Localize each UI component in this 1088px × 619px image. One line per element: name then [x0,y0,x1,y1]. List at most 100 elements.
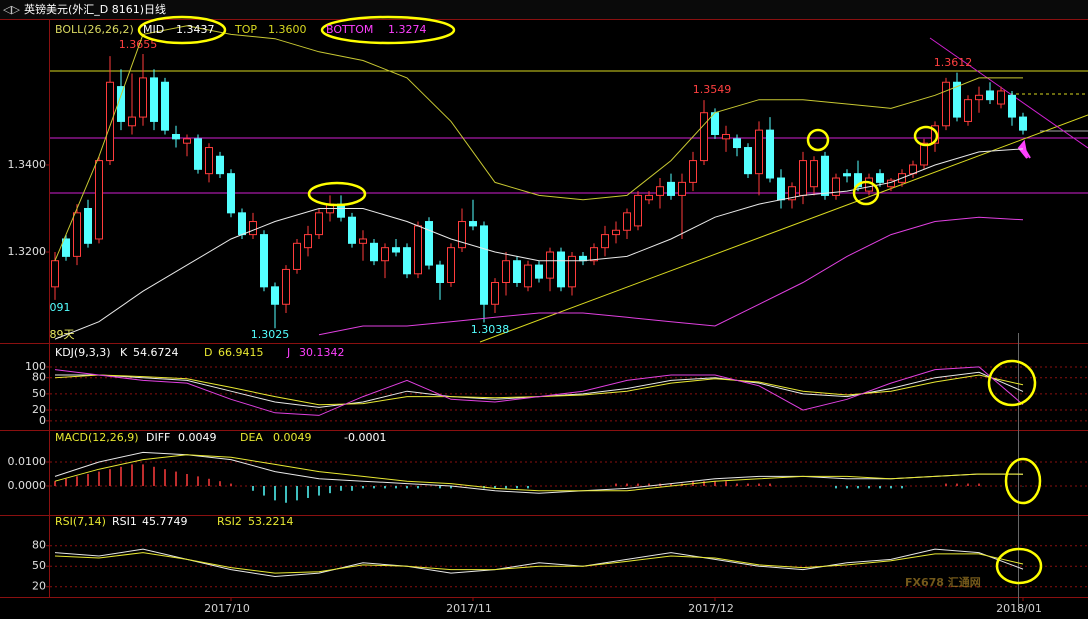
candle-body [821,155,829,196]
candle-body [667,181,675,196]
candle-body [249,221,257,236]
candle-body [733,138,741,149]
candle-body [568,255,576,288]
arrow [1017,139,1031,159]
readout-value: 45.7749 [142,515,188,528]
candle-body [139,77,147,118]
candle-body [238,212,246,236]
candle-body [282,268,290,305]
candle-body [612,229,620,236]
annotation: 1.3025 [251,328,290,341]
annotation: 1.3038 [471,323,510,336]
candle-body [381,247,389,262]
readout-value: 53.2214 [248,515,294,528]
highlight [137,15,227,45]
candle-body [799,160,807,196]
readout-value: 1.3274 [388,23,427,36]
candle-body [392,247,400,253]
candle-body [106,81,114,162]
readout-label: DIFF [146,431,170,444]
readout-label: J [286,346,290,359]
nav-icon[interactable]: ◁▷ [3,3,20,16]
candle-body [931,125,939,144]
candle-body [150,77,158,122]
x-tick-label: 2017/10 [204,602,250,615]
candle-body [293,242,301,270]
candle-body [601,234,609,249]
candle-body [777,177,785,201]
candle-body [623,212,631,231]
candle-body [260,234,268,288]
candle-body [84,207,92,244]
y-tick-label: 0.0000 [8,479,47,492]
y-tick-label: 80 [32,371,46,384]
candle-body [227,173,235,214]
candle-body [161,81,169,131]
candle-body [810,160,818,188]
readout-label: RSI2 [217,515,242,528]
highlight [806,128,830,152]
highlight [320,15,456,45]
readout-value: 66.9415 [218,346,264,359]
marks: 1.3200 1.3400 2017/10 2017/11 2017/12 2018/01… [8,25,1088,615]
y-tick-label: 50 [32,387,46,400]
indicator-line [54,552,1024,574]
candle-body [678,181,686,196]
y-tick-label: 20 [32,580,46,593]
candle-body [172,133,180,140]
readout-value: 0.0049 [273,431,312,444]
candle-body [414,225,422,275]
readout-value: 30.1342 [299,346,345,359]
y-tick-label: 1.3400 [8,158,47,171]
candle-body [788,186,796,201]
indicator-line [318,216,1024,336]
candle-body [634,194,642,227]
candle-body [975,94,983,101]
candle-body [480,225,488,305]
indicator-line [54,548,1024,578]
readout-value: 1.3437 [176,23,215,36]
candle-body [854,173,862,188]
readout-label: TOP [234,23,257,36]
title-bar [0,0,1088,19]
candle-body [491,281,499,305]
candle-body [271,286,279,305]
y-tick-label: 0 [39,414,46,427]
highlight [307,181,367,207]
candle-body [348,216,356,244]
candle-body [722,133,730,140]
candle-body [997,90,1005,105]
candle-body [469,221,477,227]
readout-value: 1.3600 [268,23,307,36]
candle-body [557,251,565,288]
panel-borders [0,19,1088,598]
y-tick-label: 50 [32,559,46,572]
annotation: 091 [50,301,71,314]
candle-body [920,142,928,166]
candle-body [986,90,994,101]
y-tick-label: 20 [32,403,46,416]
indicator-name: BOLL(26,26,2) [55,23,134,36]
chart-title: 英镑美元(外汇_D 8161)日线 [24,2,166,16]
watermark: FX678 汇通网 [905,576,981,589]
candle-body [953,81,961,118]
x-tick-label: 2018/01 [996,602,1042,615]
candle-body [73,212,81,257]
annotation: 89天 [50,328,75,341]
candle-body [62,238,70,257]
readout-label: RSI1 [112,515,137,528]
candle-body [216,155,224,175]
candle-body [832,177,840,196]
highlight [852,180,880,206]
y-tick-label: 0.0100 [8,455,47,468]
candle-body [436,264,444,283]
candle-body [1019,116,1027,131]
readout-label: DEA [240,431,263,444]
trend-line [929,37,1088,149]
candle-body [656,186,664,196]
annotation: 1.3549 [693,83,732,96]
indicator-name: MACD(12,26,9) [55,431,139,444]
candle-body [315,212,323,236]
candle-body [458,221,466,249]
